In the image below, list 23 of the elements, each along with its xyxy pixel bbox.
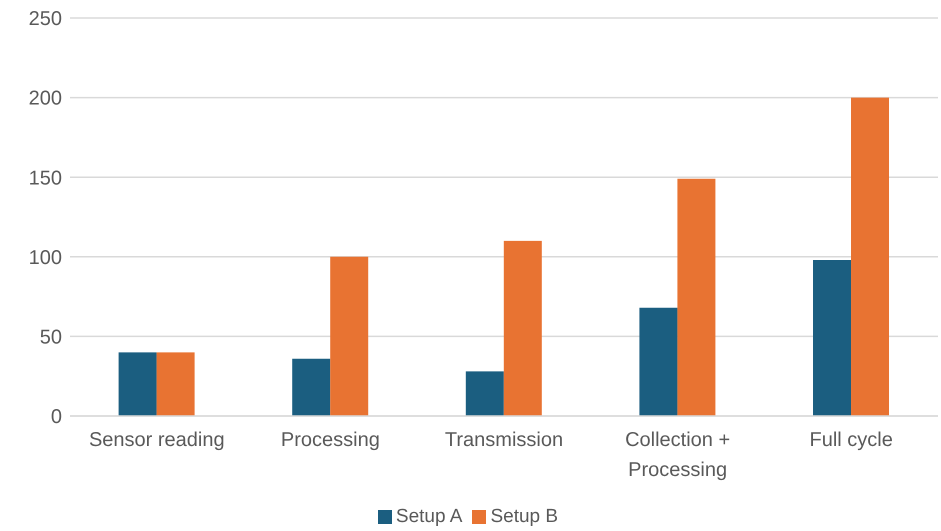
legend-label: Setup A [396,506,462,527]
y-tick-label: 150 [28,167,62,190]
y-tick-label: 0 [50,406,62,428]
x-tick-label: Processing [280,429,380,451]
bar [851,98,890,416]
bar [466,371,504,416]
x-tick-label: Full cycle [810,429,893,451]
bar [156,352,195,416]
bar [504,240,542,416]
x-tick-label: Transmission [444,429,564,451]
bar [639,308,678,416]
x-tick-label: Collection + Processing [625,429,730,481]
y-tick-label: 200 [28,88,62,110]
bar [118,352,157,416]
bar [677,178,716,416]
y-tick-label: 50 [40,326,62,348]
bar [813,260,852,416]
bar [292,358,330,416]
y-tick-label: 250 [28,8,62,30]
legend-label: Setup B [490,506,558,527]
y-tick-label: 100 [28,246,62,269]
bar [330,256,368,416]
x-tick-label: Sensor reading [88,429,225,451]
